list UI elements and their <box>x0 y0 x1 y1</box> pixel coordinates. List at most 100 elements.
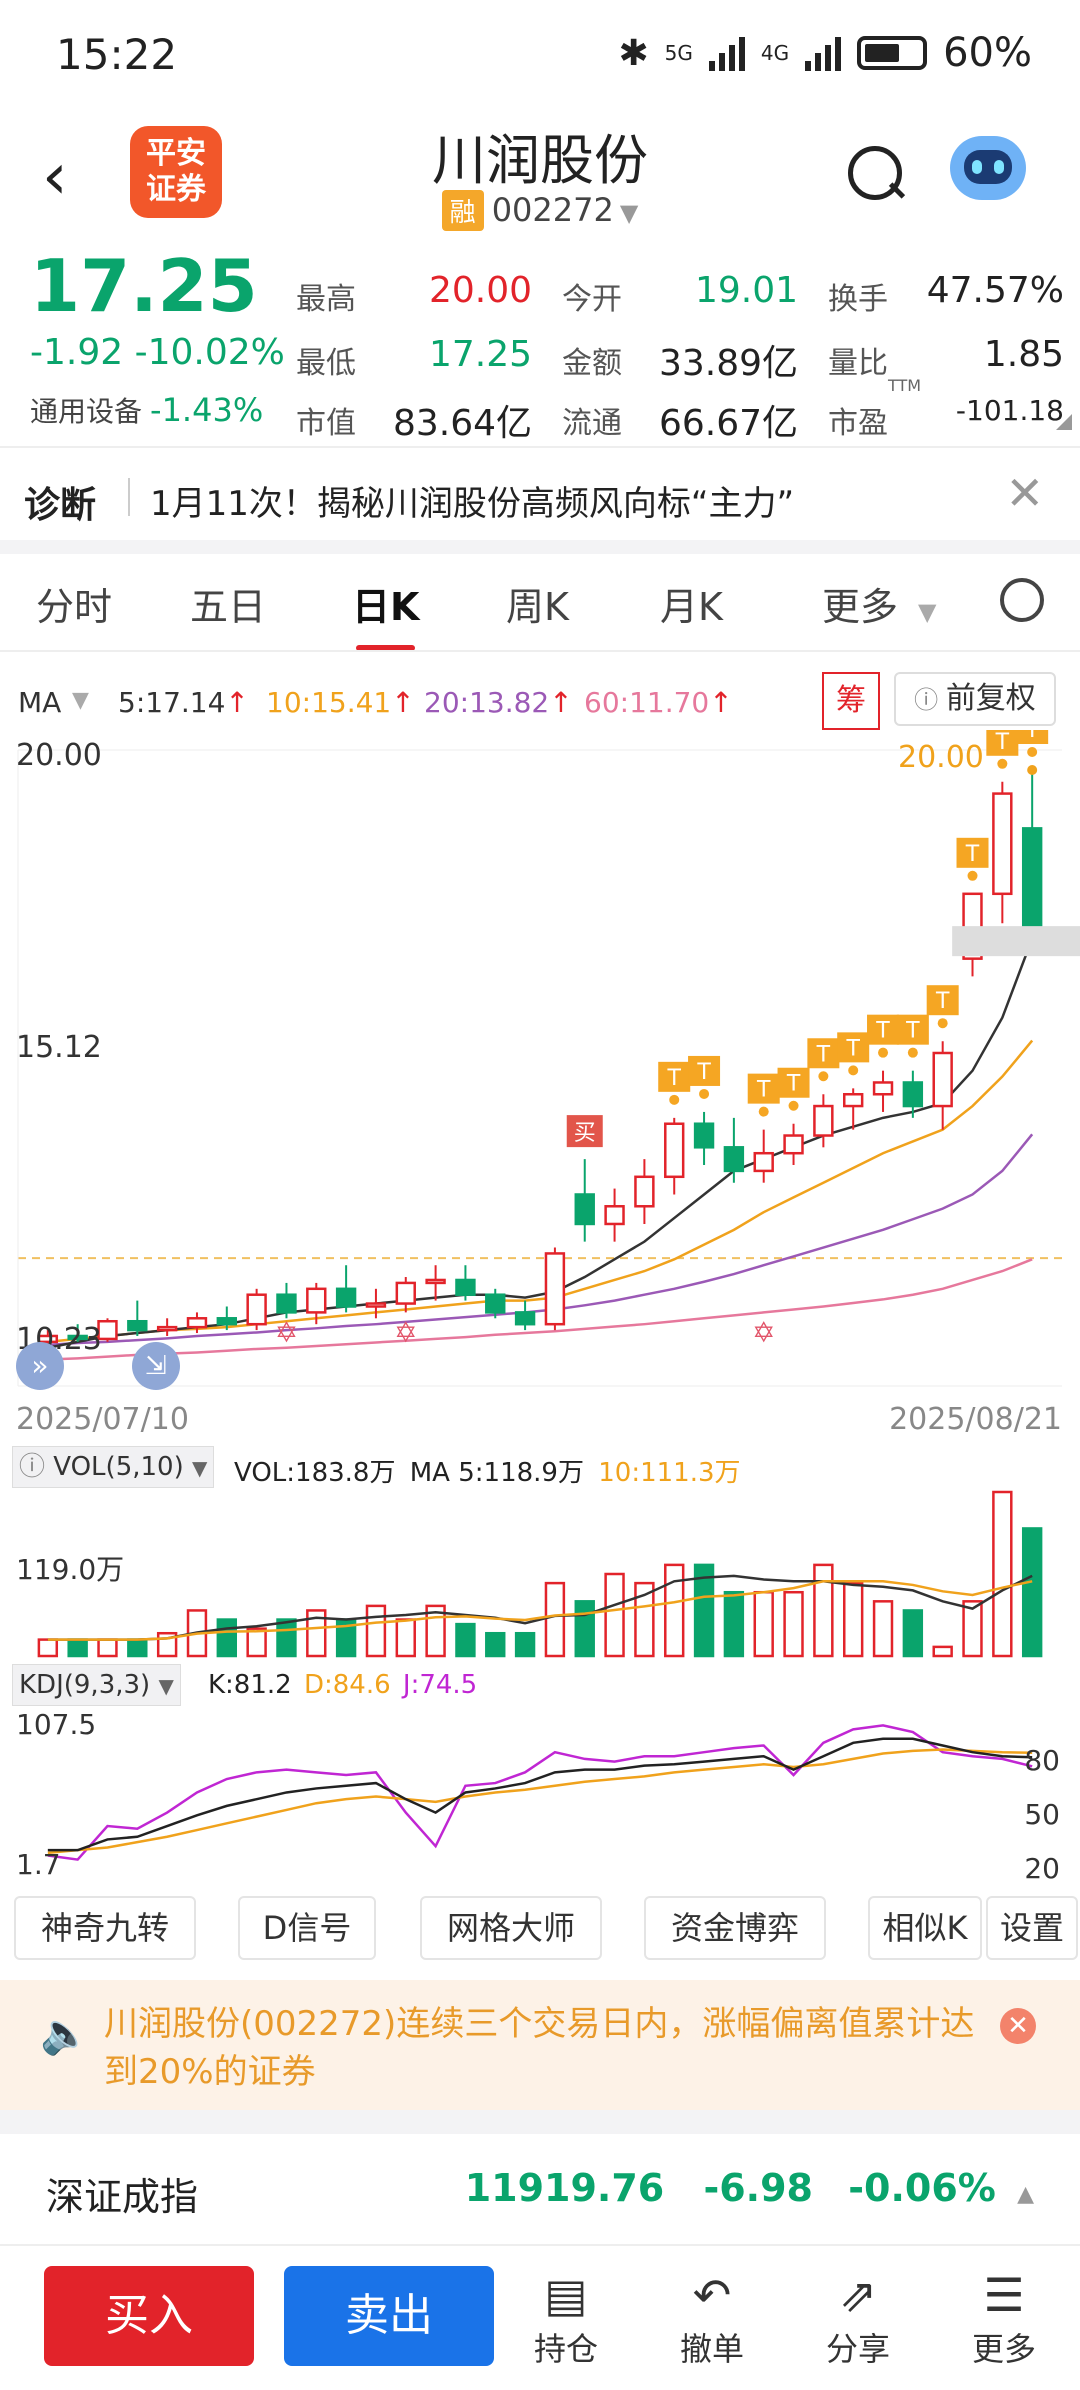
ma10-text: 10:15.41 <box>266 686 392 719</box>
more-button[interactable]: ☰ 更多 <box>944 2266 1064 2370</box>
tab-more[interactable]: 更多 ▼ <box>822 576 936 631</box>
speaker-icon: 🔈 <box>40 2011 90 2057</box>
close-icon[interactable]: ✕ <box>1005 466 1044 520</box>
t-marker <box>986 730 1019 756</box>
share-icon: ⇗ <box>838 2268 878 2322</box>
caret-down-icon[interactable]: ▼ <box>72 688 89 713</box>
candle-body <box>97 1319 118 1341</box>
candle-body <box>455 1278 476 1296</box>
t-marker-label: T <box>845 1036 860 1061</box>
volume-bar <box>455 1622 476 1658</box>
tool-d-signal[interactable]: D信号 <box>238 1896 376 1960</box>
t-marker <box>956 837 989 868</box>
candle-body <box>186 1317 208 1329</box>
t-marker <box>1016 730 1049 744</box>
quote-label: 今开 <box>562 282 622 317</box>
ma-line-ma5_series <box>47 938 1034 1349</box>
volume-bar <box>813 1563 834 1658</box>
volume-bars <box>37 1490 1043 1658</box>
alert-banner[interactable]: 🔈 川润股份(002272)连续三个交易日内，涨幅偏离值累计达到20%的证券 ✕ <box>0 1980 1080 2110</box>
t-marker-label: T <box>756 1078 771 1103</box>
tool-settings[interactable]: 设置 <box>986 1896 1078 1960</box>
cancel-order-button[interactable]: ↶ 撤单 <box>652 2266 772 2370</box>
candle-body <box>37 1334 59 1344</box>
candle-body <box>604 1205 625 1226</box>
volume-bar <box>843 1581 864 1658</box>
ma20-text: 20:13.82 <box>424 686 550 719</box>
volume-bar <box>783 1590 804 1658</box>
tab-five-day[interactable]: 五日 <box>190 585 267 629</box>
volume-bar <box>395 1618 416 1658</box>
tab-weekly-k[interactable]: 周K <box>506 585 569 629</box>
vol-ma5: MA 5:118.9万 <box>409 1458 584 1488</box>
holdings-button[interactable]: ▤ 持仓 <box>506 2266 626 2370</box>
stock-code: 002272 <box>491 191 614 229</box>
tool-grid-master[interactable]: 网格大师 <box>420 1896 602 1960</box>
quote-label: 市值 <box>296 406 356 441</box>
ma5-value: 5:17.14↑ <box>118 686 249 719</box>
tool-capital-game[interactable]: 资金博弈 <box>644 1896 826 1960</box>
volume-ma-line <box>47 1574 1033 1641</box>
candle-body <box>634 1175 655 1208</box>
chip-distribution-button[interactable]: 筹 <box>822 672 880 730</box>
volume-bar <box>902 1609 924 1658</box>
tab-daily-k[interactable]: 日K <box>352 576 419 651</box>
kdj-indicator-select[interactable]: KDJ(9,3,3) ▼ <box>12 1664 181 1706</box>
close-icon[interactable]: ✕ <box>1000 2008 1036 2044</box>
buy-button[interactable]: 买入 <box>44 2266 254 2366</box>
arrow-up-icon: ↑ <box>225 686 249 719</box>
share-button[interactable]: ⇗ 分享 <box>798 2266 918 2370</box>
t-marker-label: T <box>696 1060 711 1085</box>
quote-value: 33.89亿 <box>658 343 798 384</box>
sector-name: 通用设备 <box>30 395 143 428</box>
stock-code-row[interactable]: 融 002272 ▼ <box>0 190 1080 231</box>
tab-monthly-k[interactable]: 月K <box>660 585 723 629</box>
tool-similar-k[interactable]: 相似K <box>868 1896 982 1960</box>
t-marker-label: T <box>905 1019 920 1044</box>
volume-indicator-select[interactable]: ⓘ VOL(5,10) ▼ <box>12 1446 215 1488</box>
end-date: 2025/08/21 <box>889 1402 1062 1437</box>
t-marker <box>688 1055 721 1086</box>
high-dot <box>1027 765 1038 775</box>
ma-label[interactable]: MA <box>18 686 62 719</box>
zoom-icon[interactable]: ⇲ <box>132 1342 180 1390</box>
bluetooth-icon: ✱ <box>618 32 649 74</box>
sell-button[interactable]: 卖出 <box>284 2266 494 2366</box>
volume-bar <box>97 1638 118 1658</box>
diagnosis-bar[interactable]: 诊断 1月11次！揭秘川润股份高频风向标“主力” ✕ <box>0 446 1080 548</box>
volume-values: VOL:183.8万 MA 5:118.9万 10:111.3万 <box>234 1452 741 1489</box>
t-marker <box>837 1032 870 1063</box>
price-band <box>952 926 1080 957</box>
quote-value: 83.64亿 <box>392 403 532 444</box>
tool-nine-turn[interactable]: 神奇九转 <box>14 1896 196 1960</box>
corner-triangle-icon <box>1056 414 1072 430</box>
volume-bar <box>1021 1527 1043 1658</box>
quote-label: 流通 <box>562 406 622 441</box>
menu-icon: ☰ <box>983 2268 1025 2322</box>
quote-label: 量比 <box>828 346 888 381</box>
candle-body <box>843 1093 864 1108</box>
search-icon[interactable] <box>848 146 902 200</box>
candle-body <box>872 1081 894 1096</box>
volume-bar <box>127 1638 148 1658</box>
chevron-left-icon[interactable]: ‹ <box>42 140 68 214</box>
status-time: 15:22 <box>56 30 178 79</box>
tab-intraday[interactable]: 分时 <box>36 585 113 629</box>
index-ticker[interactable]: 深证成指 11919.76 -6.98 -0.06% ▲ <box>0 2140 1080 2240</box>
volume-axis-label: 119.0万 <box>16 1553 125 1586</box>
expand-left-icon[interactable]: » <box>16 1342 64 1390</box>
gear-icon[interactable] <box>1000 578 1044 622</box>
candle-body <box>276 1293 297 1314</box>
sector-row[interactable]: 通用设备 -1.43% <box>30 390 263 430</box>
quote-label: 最高 <box>296 282 356 317</box>
candle-body <box>67 1334 88 1341</box>
t-marker-dot <box>669 1094 680 1105</box>
candle-body <box>574 1193 595 1226</box>
volume-bar <box>962 1600 983 1658</box>
battery-icon <box>857 36 928 70</box>
document-icon: ▤ <box>544 2268 588 2322</box>
t-marker-label: T <box>935 989 950 1014</box>
adjustment-button[interactable]: ⓘ 前复权 <box>894 672 1056 726</box>
robot-assistant-icon[interactable] <box>950 136 1026 200</box>
